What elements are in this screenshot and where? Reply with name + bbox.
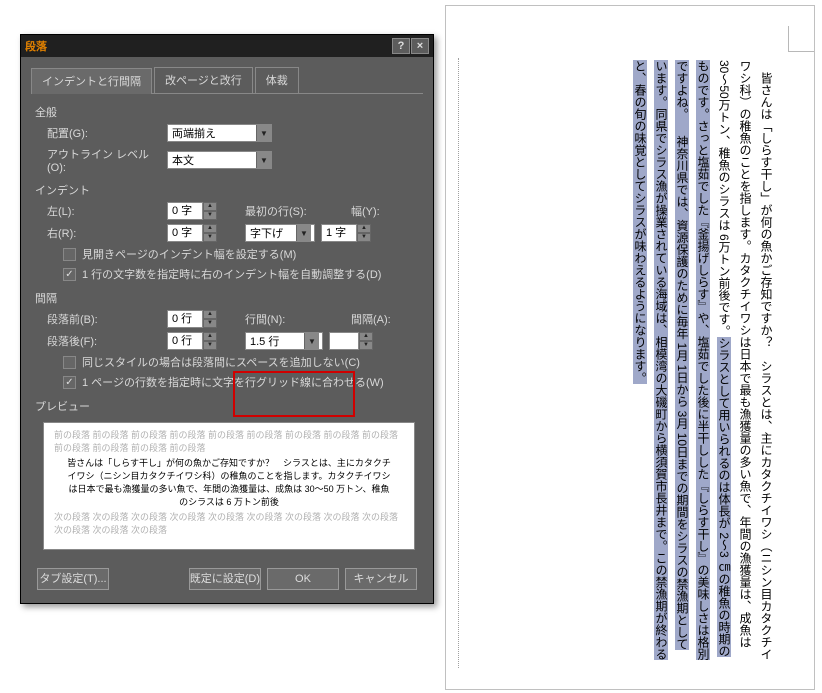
label-after: 段落後(F): (47, 333, 167, 349)
chevron-down-icon[interactable]: ▼ (304, 333, 319, 349)
indent-left-spinner[interactable]: 0 字▲▼ (167, 202, 217, 220)
label-right: 右(R): (47, 225, 167, 241)
section-preview: プレビュー (35, 398, 423, 414)
firstline-combo[interactable]: 字下げ▼ (245, 224, 315, 242)
label-chk-nospc: 同じスタイルの場合は段落間にスペースを追加しない(C) (82, 354, 360, 370)
paragraph-dialog: 段落 ? × インデントと行間隔 改ページと改行 体裁 全般 配置(G): 両端… (20, 34, 434, 604)
section-indent: インデント (35, 182, 423, 198)
crop-mark (788, 26, 814, 52)
close-button[interactable]: × (411, 38, 429, 54)
tab-settings-button[interactable]: タブ設定(T)... (37, 568, 109, 590)
label-space-at: 間隔(A): (351, 311, 397, 327)
section-general: 全般 (35, 104, 423, 120)
tab-pagebreak[interactable]: 改ページと改行 (154, 67, 253, 93)
ok-button[interactable]: OK (267, 568, 339, 590)
document-canvas: 皆さんは「しらす干し」が何の魚かご存知ですか？ シラスとは、主にカタクチイワシ（… (445, 5, 815, 690)
body-text[interactable]: 皆さんは「しらす干し」が何の魚かご存知ですか？ シラスとは、主にカタクチイワシ（… (629, 60, 776, 660)
label-before: 段落前(B): (47, 311, 167, 327)
label-chk-snap: 1 ページの行数を指定時に文字を行グリッド線に合わせる(W) (82, 374, 384, 390)
width-spinner[interactable]: 1 字▲▼ (321, 224, 371, 242)
section-spacing: 間隔 (35, 290, 423, 306)
chk-snap[interactable]: ✓ (63, 376, 76, 389)
preview-box: 前の段落 前の段落 前の段落 前の段落 前の段落 前の段落 前の段落 前の段落 … (43, 422, 415, 550)
before-spinner[interactable]: 0 行▲▼ (167, 310, 217, 328)
guide-line (458, 58, 459, 668)
tab-indent[interactable]: インデントと行間隔 (31, 68, 152, 94)
outline-combo[interactable]: 本文▼ (167, 151, 272, 169)
default-button[interactable]: 既定に設定(D) (189, 568, 261, 590)
chevron-down-icon[interactable]: ▼ (256, 152, 271, 168)
label-linespace: 行間(N): (245, 311, 317, 327)
chk-facing[interactable] (63, 248, 76, 261)
label-chk-facing: 見開きページのインデント幅を設定する(M) (82, 246, 296, 262)
space-at-spinner[interactable]: ▲▼ (329, 332, 373, 350)
tab-strip: インデントと行間隔 改ページと改行 体裁 (31, 67, 423, 94)
label-outline: アウトライン レベル(O): (47, 146, 167, 174)
label-chk-autowidth: 1 行の文字数を指定時に右のインデント幅を自動調整する(D) (82, 266, 381, 282)
chk-autowidth[interactable]: ✓ (63, 268, 76, 281)
help-button[interactable]: ? (392, 38, 410, 54)
linespace-combo[interactable]: 1.5 行▼ (245, 332, 323, 350)
label-width: 幅(Y): (351, 203, 391, 219)
label-firstline: 最初の行(S): (245, 203, 317, 219)
alignment-combo[interactable]: 両端揃え▼ (167, 124, 272, 142)
chk-nospc[interactable] (63, 356, 76, 369)
tab-asian[interactable]: 体裁 (255, 67, 299, 93)
cancel-button[interactable]: キャンセル (345, 568, 417, 590)
chevron-down-icon[interactable]: ▼ (256, 125, 271, 141)
titlebar[interactable]: 段落 ? × (21, 35, 433, 57)
after-spinner[interactable]: 0 行▲▼ (167, 332, 217, 350)
label-left: 左(L): (47, 203, 167, 219)
label-alignment: 配置(G): (47, 125, 167, 141)
chevron-down-icon[interactable]: ▼ (296, 225, 311, 241)
indent-right-spinner[interactable]: 0 字▲▼ (167, 224, 217, 242)
dialog-title: 段落 (25, 38, 47, 54)
